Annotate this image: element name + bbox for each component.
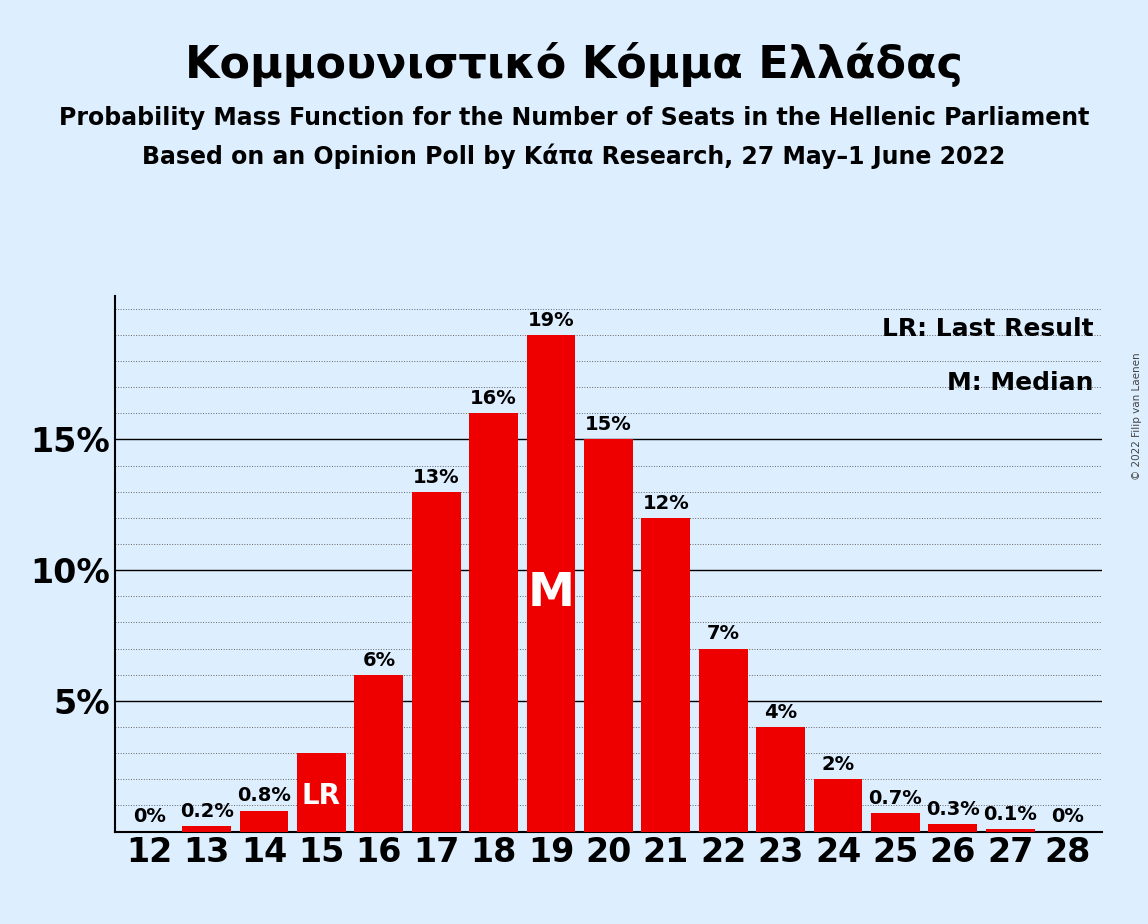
Text: 6%: 6% <box>363 650 395 670</box>
Bar <box>814 779 862 832</box>
Text: 4%: 4% <box>765 703 797 722</box>
Bar <box>986 829 1034 832</box>
Text: 0%: 0% <box>1052 808 1084 826</box>
Bar <box>355 675 403 832</box>
Bar <box>240 810 288 832</box>
Text: 0.2%: 0.2% <box>180 802 233 821</box>
Bar <box>757 727 805 832</box>
Text: 13%: 13% <box>413 468 459 487</box>
Text: 0.7%: 0.7% <box>869 789 922 808</box>
Text: 12%: 12% <box>643 493 689 513</box>
Bar <box>183 826 231 832</box>
Bar <box>470 413 518 832</box>
Bar <box>699 649 747 832</box>
Text: M: Median: M: Median <box>947 371 1093 395</box>
Bar <box>527 334 575 832</box>
Text: Based on an Opinion Poll by Κάπα Research, 27 May–1 June 2022: Based on an Opinion Poll by Κάπα Researc… <box>142 143 1006 169</box>
Bar <box>871 813 920 832</box>
Bar <box>642 517 690 832</box>
Text: 19%: 19% <box>528 310 574 330</box>
Text: 15%: 15% <box>585 415 631 434</box>
Text: Κομμουνιστικό Κόμμα Ελλάδας: Κομμουνιστικό Κόμμα Ελλάδας <box>185 42 963 87</box>
Bar <box>297 753 346 832</box>
Text: LR: Last Result: LR: Last Result <box>882 317 1093 341</box>
Text: LR: LR <box>302 783 341 810</box>
Text: 16%: 16% <box>471 389 517 408</box>
Text: 0.8%: 0.8% <box>238 786 290 806</box>
Text: 2%: 2% <box>822 755 854 774</box>
Text: 0%: 0% <box>133 808 165 826</box>
Text: 0.1%: 0.1% <box>984 805 1037 824</box>
Bar <box>584 440 633 832</box>
Text: 0.3%: 0.3% <box>926 799 979 819</box>
Text: 7%: 7% <box>707 625 739 643</box>
Text: M: M <box>528 571 574 615</box>
Bar <box>929 824 977 832</box>
Text: Probability Mass Function for the Number of Seats in the Hellenic Parliament: Probability Mass Function for the Number… <box>59 106 1089 130</box>
Bar <box>412 492 460 832</box>
Text: © 2022 Filip van Laenen: © 2022 Filip van Laenen <box>1132 352 1142 480</box>
